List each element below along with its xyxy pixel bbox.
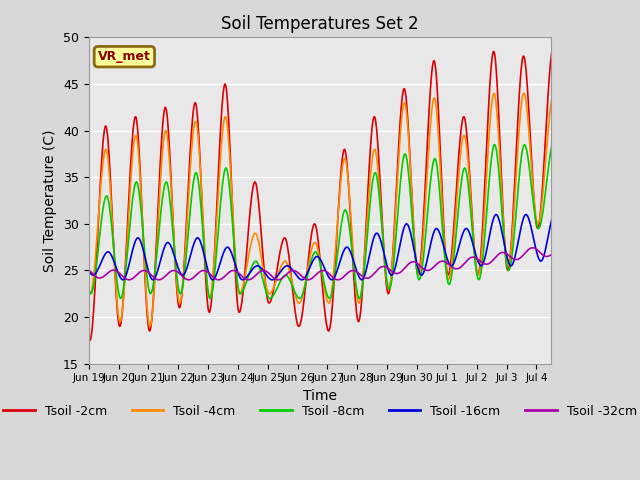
Tsoil -8cm <box>550 137 558 143</box>
Tsoil -8cm <box>85 285 93 291</box>
Tsoil -8cm <box>404 161 412 167</box>
Tsoil -4cm <box>141 265 148 271</box>
Tsoil -4cm <box>563 217 570 223</box>
Tsoil -8cm <box>563 220 570 226</box>
Line: Tsoil -2cm: Tsoil -2cm <box>89 47 566 340</box>
Text: VR_met: VR_met <box>98 50 151 63</box>
Tsoil -4cm <box>229 216 237 222</box>
Line: Tsoil -16cm: Tsoil -16cm <box>89 210 566 280</box>
Tsoil -8cm <box>141 250 148 256</box>
Tsoil -32cm <box>141 268 148 274</box>
Tsoil -16cm <box>253 263 260 269</box>
Title: Soil Temperatures Set 2: Soil Temperatures Set 2 <box>221 15 419 33</box>
Tsoil -32cm <box>563 246 570 252</box>
Tsoil -32cm <box>404 262 412 268</box>
Tsoil -8cm <box>252 258 260 264</box>
Tsoil -32cm <box>377 264 385 270</box>
Tsoil -2cm <box>253 185 260 191</box>
Tsoil -16cm <box>552 207 559 213</box>
Tsoil -4cm <box>146 324 154 329</box>
Tsoil -4cm <box>490 90 498 96</box>
Tsoil -16cm <box>271 276 278 282</box>
Tsoil -16cm <box>229 255 237 261</box>
Tsoil -32cm <box>228 268 236 274</box>
Tsoil -16cm <box>141 253 148 259</box>
Tsoil -32cm <box>252 272 260 278</box>
Tsoil -16cm <box>377 238 385 243</box>
Tsoil -2cm <box>85 333 93 339</box>
Tsoil -32cm <box>558 244 566 250</box>
Tsoil -2cm <box>229 220 237 226</box>
Tsoil -8cm <box>377 209 385 215</box>
Tsoil -4cm <box>271 282 278 288</box>
Tsoil -2cm <box>549 44 557 49</box>
Tsoil -8cm <box>228 221 236 227</box>
Tsoil -16cm <box>404 221 412 227</box>
Tsoil -16cm <box>563 247 570 253</box>
Tsoil -8cm <box>271 290 278 296</box>
Tsoil -2cm <box>271 280 278 286</box>
Tsoil -4cm <box>85 287 93 292</box>
Line: Tsoil -32cm: Tsoil -32cm <box>89 247 566 280</box>
Tsoil -2cm <box>86 337 94 343</box>
Tsoil -2cm <box>377 190 385 196</box>
Legend: Tsoil -2cm, Tsoil -4cm, Tsoil -8cm, Tsoil -16cm, Tsoil -32cm: Tsoil -2cm, Tsoil -4cm, Tsoil -8cm, Tsoi… <box>0 400 640 423</box>
Tsoil -16cm <box>209 277 216 283</box>
X-axis label: Time: Time <box>303 389 337 403</box>
Tsoil -32cm <box>334 277 342 283</box>
Tsoil -4cm <box>377 203 385 208</box>
Tsoil -16cm <box>85 267 93 273</box>
Tsoil -2cm <box>563 222 570 228</box>
Tsoil -4cm <box>404 120 412 126</box>
Tsoil -32cm <box>85 267 93 273</box>
Line: Tsoil -4cm: Tsoil -4cm <box>89 93 566 326</box>
Tsoil -4cm <box>253 232 260 238</box>
Tsoil -2cm <box>141 281 149 287</box>
Y-axis label: Soil Temperature (C): Soil Temperature (C) <box>44 129 58 272</box>
Tsoil -8cm <box>266 296 274 301</box>
Tsoil -32cm <box>270 276 278 281</box>
Tsoil -2cm <box>404 112 412 118</box>
Line: Tsoil -8cm: Tsoil -8cm <box>89 140 566 299</box>
